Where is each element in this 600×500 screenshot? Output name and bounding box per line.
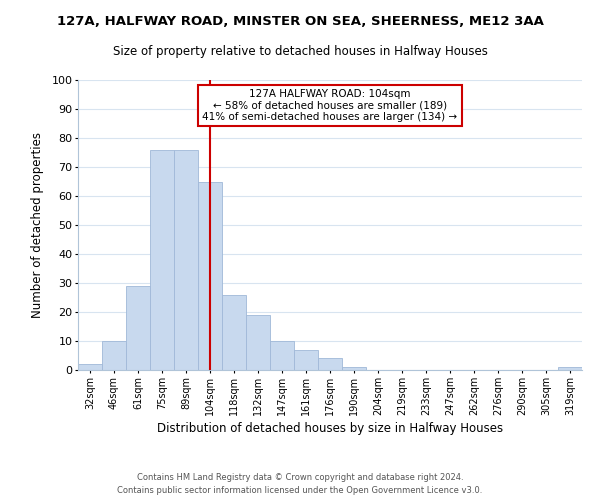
Bar	[222, 294, 246, 370]
X-axis label: Distribution of detached houses by size in Halfway Houses: Distribution of detached houses by size …	[157, 422, 503, 435]
Bar	[246, 315, 270, 370]
Bar	[342, 367, 366, 370]
Text: 127A, HALFWAY ROAD, MINSTER ON SEA, SHEERNESS, ME12 3AA: 127A, HALFWAY ROAD, MINSTER ON SEA, SHEE…	[56, 15, 544, 28]
Bar	[198, 182, 222, 370]
Bar	[558, 367, 582, 370]
Text: Size of property relative to detached houses in Halfway Houses: Size of property relative to detached ho…	[113, 45, 487, 58]
Bar	[174, 150, 198, 370]
Bar	[270, 341, 294, 370]
Text: 127A HALFWAY ROAD: 104sqm
← 58% of detached houses are smaller (189)
41% of semi: 127A HALFWAY ROAD: 104sqm ← 58% of detac…	[202, 88, 458, 122]
Bar	[126, 286, 150, 370]
Bar	[318, 358, 342, 370]
Bar	[78, 364, 102, 370]
Text: Contains public sector information licensed under the Open Government Licence v3: Contains public sector information licen…	[118, 486, 482, 495]
Bar	[150, 150, 174, 370]
Text: Contains HM Land Registry data © Crown copyright and database right 2024.: Contains HM Land Registry data © Crown c…	[137, 472, 463, 482]
Bar	[102, 341, 126, 370]
Bar	[294, 350, 318, 370]
Y-axis label: Number of detached properties: Number of detached properties	[31, 132, 44, 318]
